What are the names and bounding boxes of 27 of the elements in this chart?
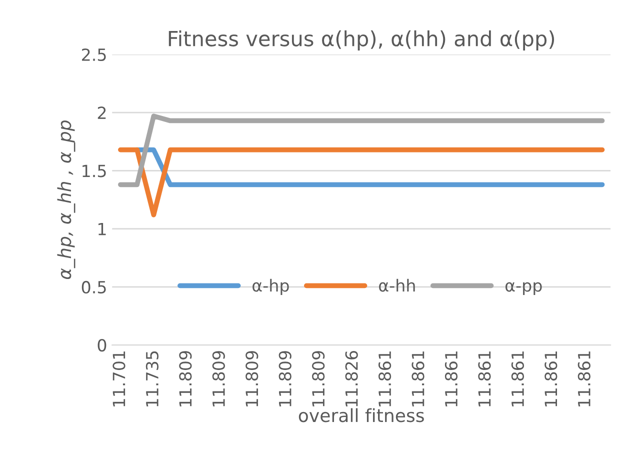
x-tick-label: 11.826	[345, 350, 358, 406]
x-tick-label: 11.861	[378, 351, 392, 406]
x-tick-label: 11.861	[578, 351, 590, 406]
x-axis-title: overall fitness	[298, 408, 424, 422]
x-tick-label: 11.701	[112, 351, 126, 406]
y-tick-label: 2	[98, 106, 106, 119]
x-tick-label: 11.861	[478, 351, 491, 406]
x-tick-label: 11.861	[444, 351, 458, 406]
x-tick-label: 11.809	[246, 351, 258, 406]
x-tick-label: 11.809	[312, 351, 325, 406]
y-tick-label: 2.5	[82, 48, 106, 62]
x-tick-label: 11.809	[179, 351, 192, 406]
y-tick-label: 0.5	[82, 280, 106, 294]
x-tick-label: 11.861	[511, 351, 524, 406]
x-tick-label: 11.861	[544, 351, 558, 406]
y-tick-label: 1.5	[82, 164, 106, 178]
x-tick-label: 11.735	[146, 351, 159, 406]
x-tick-label: 11.809	[212, 351, 225, 406]
y-tick-label: 0	[98, 339, 106, 352]
chart-title: Fitness versus α(hp), α(hh) and α(pp)	[168, 30, 554, 50]
x-tick-label: 11.809	[278, 351, 292, 406]
legend-label: α-pp	[505, 282, 542, 295]
legend-label: α-hh	[379, 278, 415, 292]
legend-label: α-hp	[252, 278, 289, 295]
y-tick-label: 1	[98, 222, 106, 236]
y-axis-title: α_hp, α_hh , α_pp	[57, 120, 76, 280]
x-tick-label: 11.861	[412, 351, 424, 406]
